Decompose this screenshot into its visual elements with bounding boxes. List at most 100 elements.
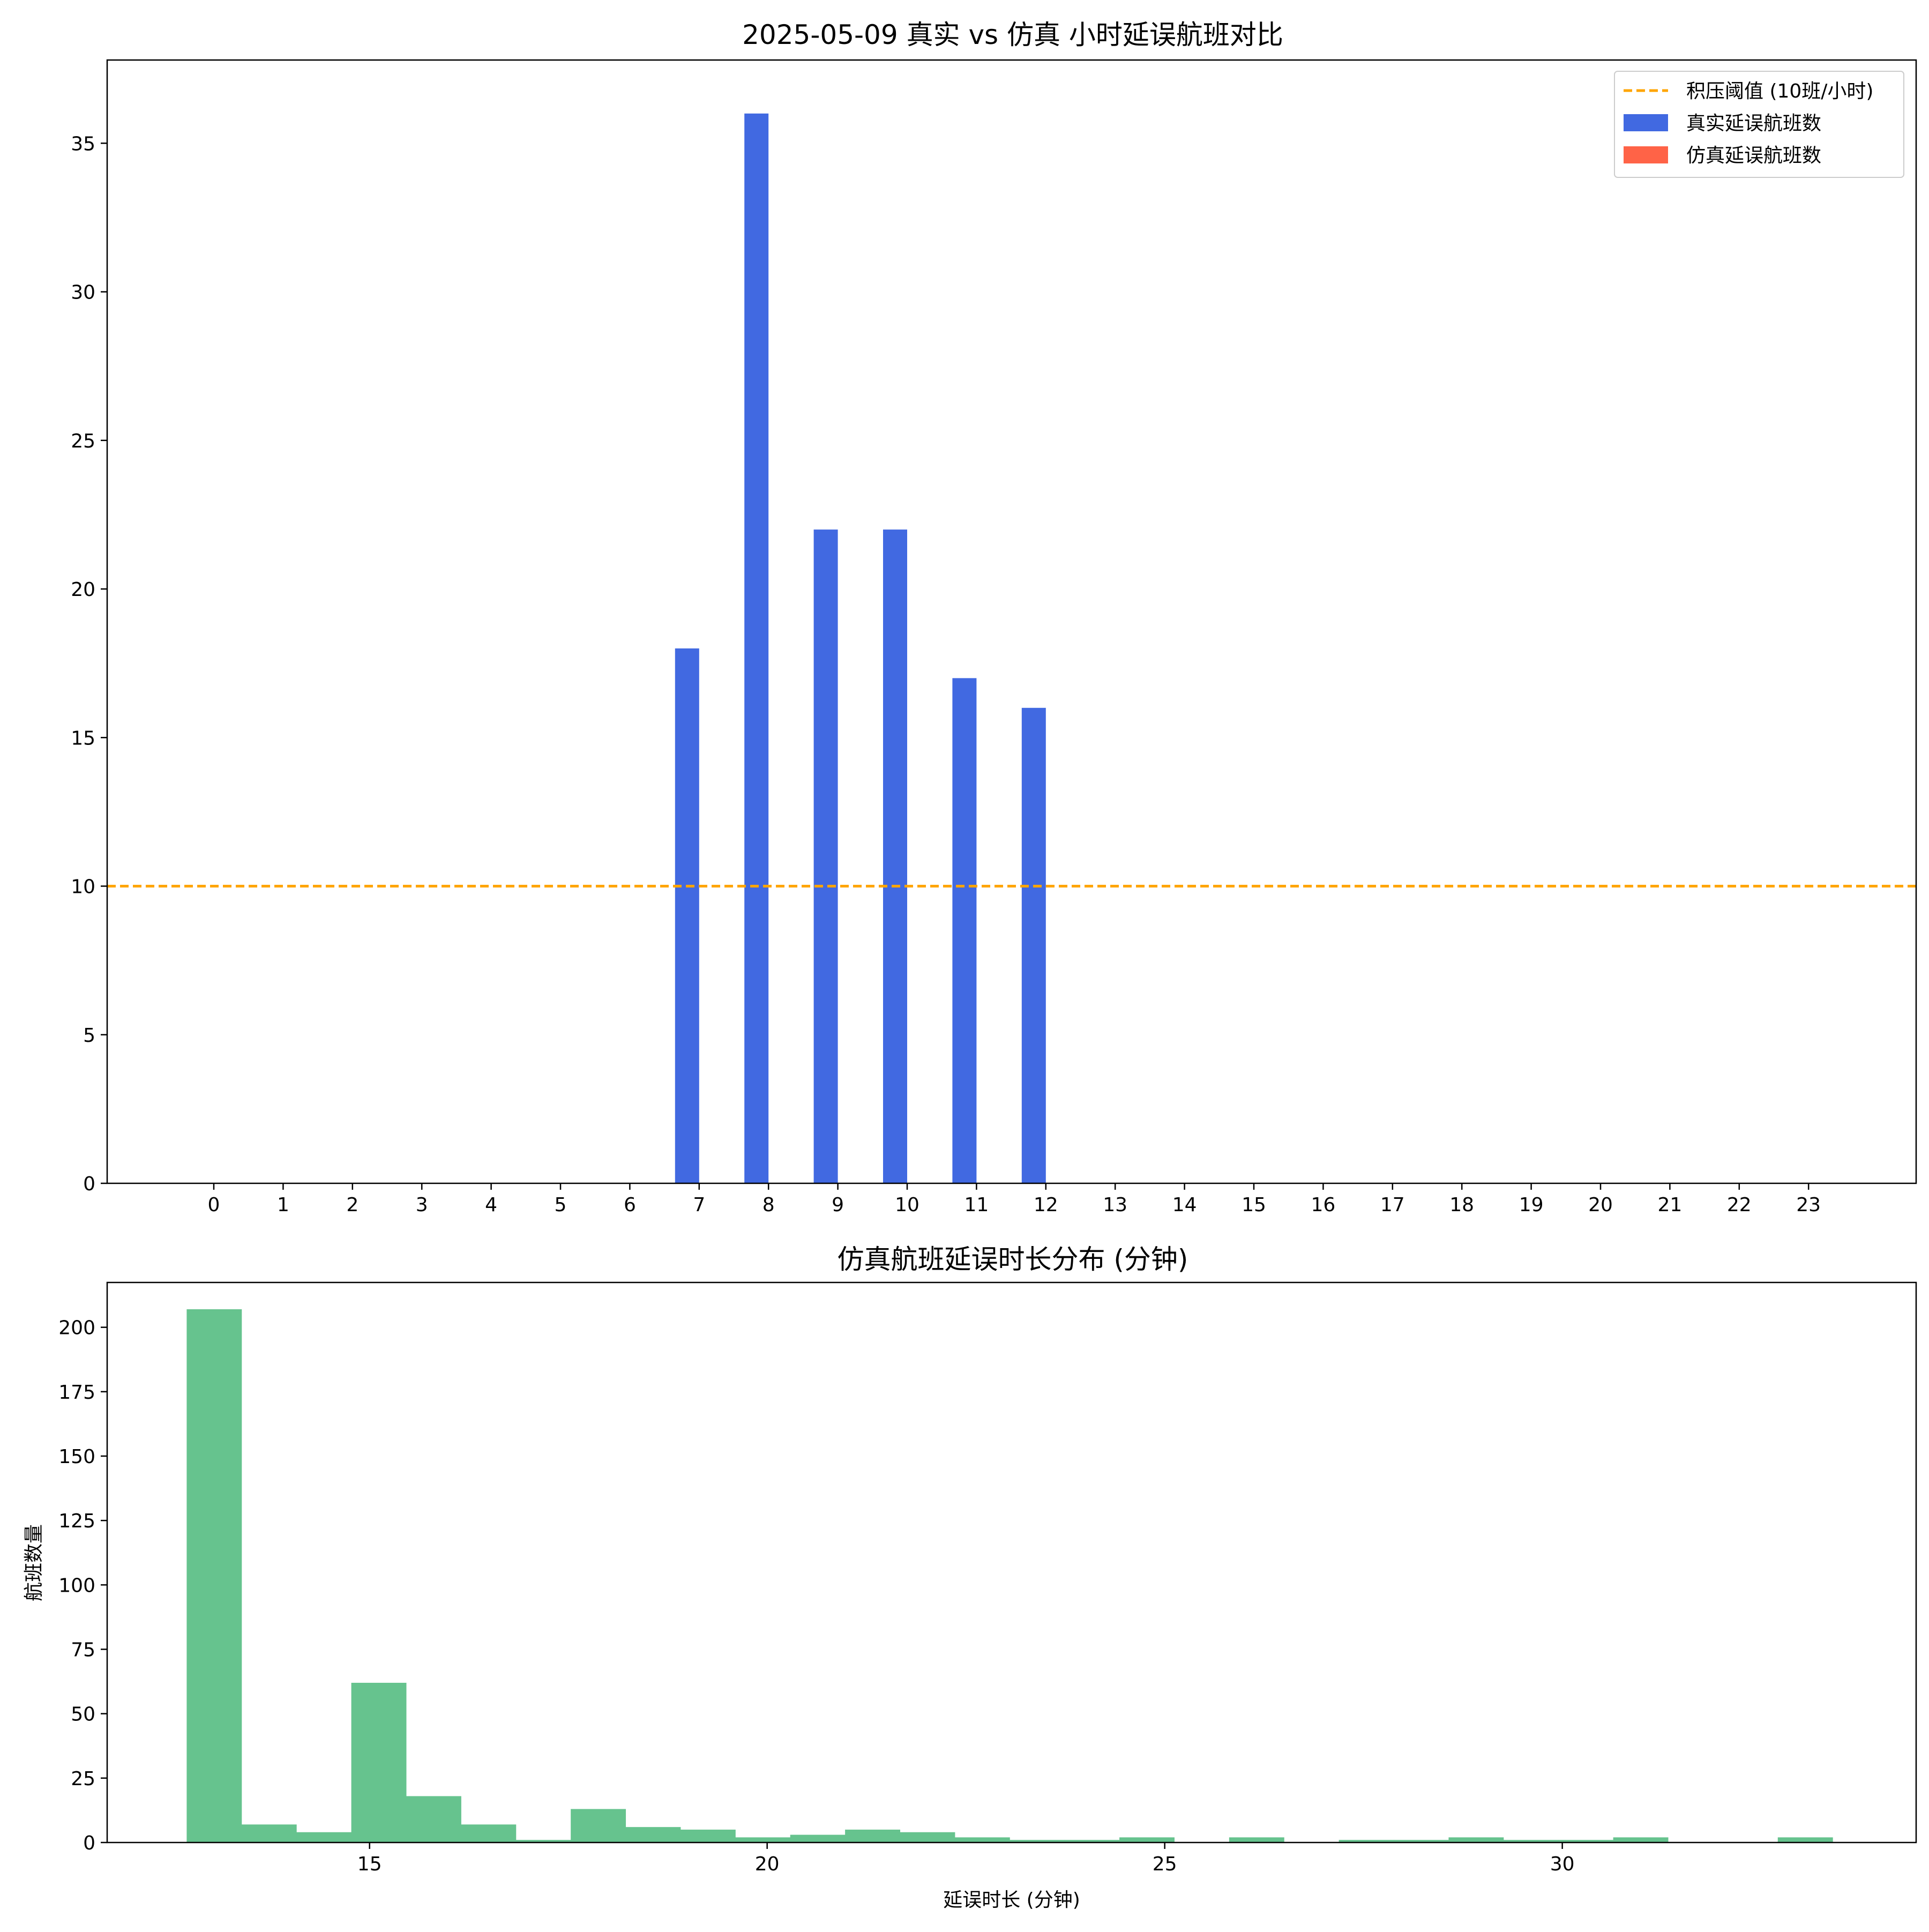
histogram-bar-24 [1503, 1840, 1559, 1843]
histogram-bar-25 [1558, 1840, 1614, 1843]
histogram-bar-29 [1777, 1837, 1833, 1843]
bottom-x-ticks: 15 20 25 30 [357, 1843, 1575, 1875]
histogram-bar-2 [296, 1832, 352, 1843]
histogram-bar-16 [1064, 1840, 1120, 1843]
top-y-ticks: 0 5 10 15 20 25 30 35 [71, 133, 107, 1195]
real-delay-bar-hour-12 [1021, 707, 1046, 1183]
histogram-bar-21 [1339, 1840, 1394, 1843]
legend-sim-swatch [1624, 146, 1668, 163]
histogram-bar-1 [241, 1824, 297, 1843]
top-bars-group [675, 113, 1046, 1183]
top-x-tick-label: 19 [1519, 1194, 1544, 1216]
top-plot-frame [106, 59, 1917, 1184]
top-x-tick-label: 20 [1588, 1194, 1613, 1216]
bottom-x-tick-label: 15 [357, 1853, 382, 1875]
bottom-y-tick-label: 125 [58, 1510, 95, 1532]
top-y-tick-label: 35 [71, 133, 95, 155]
histogram-bar-26 [1613, 1837, 1669, 1843]
histogram-bar-23 [1448, 1837, 1504, 1843]
histogram-bar-6 [515, 1840, 571, 1843]
histogram-bar-13 [900, 1832, 955, 1843]
bottom-y-tick-label: 75 [71, 1639, 95, 1661]
legend-sim-label: 仿真延误航班数 [1686, 145, 1821, 167]
bottom-y-axis-label: 航班数量 [23, 1524, 45, 1601]
histogram-bar-4 [406, 1796, 461, 1843]
histogram-bar-0 [186, 1309, 242, 1843]
histogram-bar-8 [625, 1827, 681, 1843]
top-x-tick-label: 8 [762, 1194, 775, 1216]
top-y-tick-label: 15 [71, 727, 95, 749]
histogram-bar-7 [571, 1809, 626, 1843]
bottom-y-tick-label: 100 [58, 1575, 95, 1597]
top-x-tick-label: 14 [1172, 1194, 1197, 1216]
legend-threshold-label: 积压阈值 (10班/小时) [1686, 80, 1873, 102]
bottom-x-tick-label: 25 [1153, 1853, 1177, 1875]
top-y-tick-label: 0 [83, 1173, 95, 1195]
top-x-tick-label: 3 [416, 1194, 428, 1216]
histogram-bar-3 [351, 1682, 407, 1843]
real-delay-bar-hour-10 [883, 529, 907, 1183]
histogram-bar-19 [1229, 1837, 1284, 1843]
top-x-tick-label: 16 [1311, 1194, 1335, 1216]
histogram-bar-12 [845, 1829, 901, 1843]
top-y-tick-label: 5 [83, 1025, 95, 1047]
top-x-tick-label: 17 [1380, 1194, 1405, 1216]
top-y-tick-label: 25 [71, 430, 95, 452]
top-x-tick-label: 2 [346, 1194, 358, 1216]
top-y-tick-label: 10 [71, 876, 95, 898]
bottom-x-tick-label: 30 [1550, 1853, 1575, 1875]
bottom-y-tick-label: 175 [58, 1382, 95, 1404]
top-x-tick-label: 0 [208, 1194, 220, 1216]
bottom-y-ticks: 0 25 50 75 100 125 150 175 200 [58, 1317, 107, 1854]
top-x-tick-label: 11 [964, 1194, 989, 1216]
histogram-bar-22 [1394, 1840, 1449, 1843]
hourly-delay-chart: 2025-05-09 真实 vs 仿真 小时延误航班对比 05101520253… [71, 19, 1917, 1216]
real-delay-bar-hour-9 [813, 529, 838, 1183]
top-x-ticks: 0 1 2 3 4 5 6 7 8 9 10 11 12 13 14 15 16 17 18 19 20 21 22 23 [208, 1183, 1821, 1216]
bottom-y-tick-label: 150 [58, 1446, 95, 1468]
legend-real-label: 真实延误航班数 [1686, 113, 1821, 135]
histogram-bar-10 [735, 1837, 791, 1843]
top-y-tick-label: 20 [71, 579, 95, 601]
bottom-y-tick-label: 0 [83, 1832, 95, 1854]
bottom-y-tick-label: 200 [58, 1317, 95, 1339]
top-x-tick-label: 15 [1242, 1194, 1266, 1216]
bottom-y-tick-label: 25 [71, 1768, 95, 1790]
real-delay-bar-hour-11 [952, 678, 977, 1183]
bottom-y-tick-label: 50 [71, 1704, 95, 1726]
bottom-plot-frame [106, 1281, 1917, 1844]
legend: 积压阈值 (10班/小时) 真实延误航班数 仿真延误航班数 [1614, 71, 1904, 178]
bottom-x-axis-label: 延误时长 (分钟) [943, 1889, 1080, 1911]
delay-duration-histogram: 仿真航班延误时长分布 (分钟) 0 25 50 75 100 125 150 175 200 1… [23, 1244, 1917, 1911]
legend-real-swatch [1624, 114, 1668, 131]
top-x-tick-label: 4 [485, 1194, 497, 1216]
legend-box [1614, 71, 1904, 178]
histogram-bar-15 [1010, 1840, 1065, 1843]
top-x-tick-label: 1 [277, 1194, 289, 1216]
top-x-tick-label: 22 [1727, 1194, 1752, 1216]
histogram-bar-9 [680, 1829, 736, 1843]
top-x-tick-label: 23 [1796, 1194, 1821, 1216]
top-x-tick-label: 9 [832, 1194, 844, 1216]
top-y-tick-label: 30 [71, 282, 95, 304]
top-x-tick-label: 7 [693, 1194, 705, 1216]
top-x-tick-label: 13 [1103, 1194, 1127, 1216]
bottom-chart-title: 仿真航班延误时长分布 (分钟) [838, 1244, 1188, 1275]
histogram-bar-17 [1119, 1837, 1175, 1843]
top-x-tick-label: 6 [624, 1194, 636, 1216]
top-x-tick-label: 10 [895, 1194, 919, 1216]
top-x-tick-label: 5 [555, 1194, 567, 1216]
top-chart-title: 2025-05-09 真实 vs 仿真 小时延误航班对比 [742, 19, 1283, 50]
top-x-tick-label: 12 [1034, 1194, 1058, 1216]
bottom-x-tick-label: 20 [755, 1853, 780, 1875]
real-delay-bar-hour-7 [675, 648, 699, 1183]
histogram-bar-14 [954, 1837, 1010, 1843]
histogram-bars-group [186, 1309, 1833, 1843]
top-x-tick-label: 21 [1657, 1194, 1682, 1216]
histogram-bar-11 [790, 1834, 846, 1843]
top-x-tick-label: 18 [1449, 1194, 1474, 1216]
real-delay-bar-hour-8 [744, 113, 769, 1183]
histogram-bar-5 [461, 1824, 517, 1843]
